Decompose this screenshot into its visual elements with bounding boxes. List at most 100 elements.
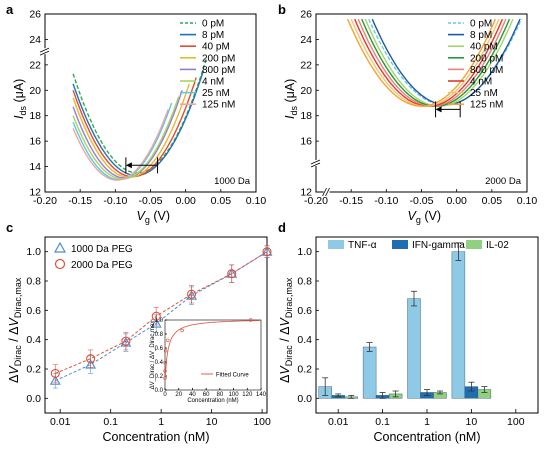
legend-entry: 0 pM (470, 19, 492, 30)
y-axis-title: ΔVDirac / ΔVDirac,max (278, 277, 294, 383)
x-tick-label: -0.15 (68, 195, 92, 207)
data-point (262, 247, 272, 257)
y-tick-label: 22 (29, 59, 41, 71)
x-tick-label: 1 (424, 416, 430, 428)
legend-entry: IL-02 (486, 240, 509, 251)
bar (407, 298, 421, 399)
inset-x-tick-label: 20 (175, 392, 182, 398)
axis-break-mark (325, 187, 330, 197)
legend-marker (53, 241, 67, 253)
inset-legend-entry: Fitted Curve (216, 373, 249, 379)
legend-entry: 4 nM (470, 77, 492, 88)
axis-break-mark (322, 187, 327, 197)
legend-entry: 200 pM (202, 53, 235, 64)
x-tick-label: 0.01 (50, 416, 71, 428)
panel-label-b: b (278, 2, 286, 17)
legend-swatch (392, 240, 408, 249)
panel-label-c: c (6, 220, 13, 235)
x-tick-label: 1 (158, 416, 164, 428)
legend-entry: 200 pM (470, 53, 503, 64)
axis-break-mark (39, 50, 50, 56)
data-point (150, 317, 162, 328)
legend-marker (54, 258, 66, 270)
inset-x-axis-title: Concentration (nM) (187, 398, 238, 404)
y-tick-label: 0.4 (26, 334, 41, 346)
legend-entry: IFN-gamma (412, 240, 465, 251)
y-axis-title-part: I (283, 115, 297, 119)
data-point (227, 269, 237, 279)
y-axis-title-part: V (278, 317, 292, 327)
inset-x-tick-label: 140 (256, 392, 267, 398)
x-axis-title: Vg (V) (408, 209, 442, 225)
mw-annotation: 1000 Da (214, 176, 251, 187)
x-tick-label: -0.20 (33, 195, 57, 207)
y-axis-title-part: V (7, 317, 21, 327)
x-tick-label: 0.01 (328, 416, 349, 428)
y-tick-label: 0.0 (297, 393, 312, 405)
inset-x-tick-label: 100 (229, 392, 240, 398)
legend-entry: 40 pM (470, 42, 498, 53)
y-tick-label: 12 (29, 187, 41, 199)
x-tick-label: -0.15 (339, 195, 363, 207)
legend-entry: 40 pM (202, 42, 230, 53)
axis-break-mark (310, 162, 321, 168)
x-axis-title-part: g (145, 215, 150, 225)
inset-x-tick-label: 40 (189, 392, 196, 398)
y-tick-label: 0.6 (297, 305, 312, 317)
y-tick-label: 26 (29, 9, 41, 21)
x-tick-label: 10 (466, 416, 478, 428)
y-axis-title-part: Δ (7, 375, 21, 383)
inset-point (163, 369, 167, 373)
x-tick-label: 0.1 (103, 416, 118, 428)
y-tick-label: 24 (29, 34, 41, 46)
x-tick-label: 0.00 (175, 195, 196, 207)
x-tick-label: -0.05 (139, 195, 163, 207)
series-curve (72, 109, 169, 181)
x-tick-label: -0.10 (374, 195, 398, 207)
plot-frame (44, 236, 268, 414)
x-tick-label: 100 (253, 416, 271, 428)
inset-x-tick-label: 0 (163, 392, 167, 398)
y-tick-label: 0.8 (297, 276, 312, 288)
legend-entry: 25 nM (470, 88, 498, 99)
inset-y-tick-label: 0.2 (155, 374, 164, 380)
legend-entry: 800 pM (202, 65, 235, 76)
y-axis-title-part: I (12, 115, 26, 119)
y-axis-title-part: Dirac,max (13, 277, 23, 318)
mw-annotation: 2000 Da (485, 176, 522, 187)
legend-entry: 2000 Da PEG (71, 260, 133, 271)
inset-y-axis-title: ΔV_Dirac / ΔV_Dirac,max (150, 321, 156, 390)
x-axis-title: Concentration (nM) (103, 430, 210, 444)
data-point (86, 354, 96, 364)
axis-break-gap (323, 189, 330, 195)
y-axis-title-part: / Δ (278, 327, 292, 346)
data-point (50, 368, 60, 378)
data-point (186, 289, 197, 299)
legend-entry: 125 nM (470, 100, 503, 111)
data-point (121, 336, 131, 346)
plot-frame (315, 236, 539, 414)
inset-y-tick-label: 0.0 (155, 388, 164, 394)
x-tick-label: 0.10 (246, 195, 267, 207)
y-axis-title-part: ds (18, 106, 28, 116)
panel-d-selectivity-bars: 0.0 0.2 0.4 0.6 0.8 1.0 0.01 0.1 1 10 100 TNF-α IFN-… (278, 236, 539, 444)
x-tick-label: 0.05 (211, 195, 232, 207)
panel-a-transfer-curves-1000da: -0.20 -0.15 -0.10 -0.05 0.00 0.05 0.10 12 14 16 18… (12, 9, 266, 226)
y-tick-label: 16 (300, 136, 312, 148)
legend-swatch (328, 240, 344, 249)
y-tick-label: 0.4 (297, 334, 312, 346)
y-axis-title: ΔVDirac / ΔVDirac,max (7, 277, 23, 383)
axis-break-mark (310, 159, 321, 165)
x-tick-label: 0.10 (517, 195, 538, 207)
x-axis-title-part: (V) (150, 209, 170, 223)
y-tick-label: 0.6 (26, 305, 41, 317)
x-tick-label: 100 (507, 416, 525, 428)
inset-fitted-curve (164, 320, 261, 381)
legend-entry: 8 pM (470, 30, 492, 41)
data-point (151, 311, 161, 321)
y-tick-label: 14 (29, 161, 41, 173)
legend-entry: 125 nM (202, 100, 235, 111)
y-tick-label: 12 (300, 187, 312, 199)
legend-entry: 0 pM (202, 19, 224, 30)
y-axis-title-part: Dirac,max (284, 277, 294, 318)
